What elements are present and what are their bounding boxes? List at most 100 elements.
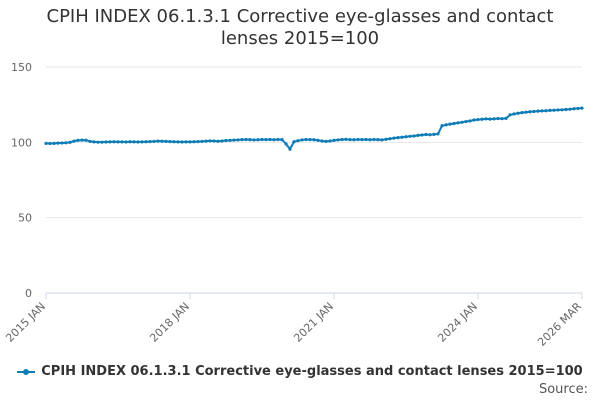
data-point[interactable] xyxy=(272,138,276,142)
data-point[interactable] xyxy=(420,133,424,137)
data-point[interactable] xyxy=(100,140,104,144)
data-point[interactable] xyxy=(340,137,344,142)
data-point[interactable] xyxy=(236,138,240,142)
data-point[interactable] xyxy=(488,117,492,121)
data-point[interactable] xyxy=(568,107,572,111)
data-point[interactable] xyxy=(172,140,176,144)
data-point[interactable] xyxy=(544,109,548,113)
data-point[interactable] xyxy=(128,140,132,144)
legend[interactable]: CPIH INDEX 06.1.3.1 Corrective eye-glass… xyxy=(0,364,600,379)
data-point[interactable] xyxy=(452,121,456,126)
data-point[interactable] xyxy=(252,138,256,142)
data-point[interactable] xyxy=(416,133,420,137)
data-point[interactable] xyxy=(52,141,56,145)
data-point[interactable] xyxy=(480,117,484,121)
data-point[interactable] xyxy=(176,140,180,144)
data-point[interactable] xyxy=(392,136,396,140)
data-point[interactable] xyxy=(456,121,460,125)
data-point[interactable] xyxy=(84,138,88,142)
data-point[interactable] xyxy=(384,137,388,141)
data-point[interactable] xyxy=(356,137,360,142)
data-point[interactable] xyxy=(296,139,300,143)
data-point[interactable] xyxy=(572,107,576,111)
data-point[interactable] xyxy=(92,140,96,144)
data-point[interactable] xyxy=(444,123,448,127)
data-point[interactable] xyxy=(64,141,68,145)
data-point[interactable] xyxy=(192,140,196,144)
data-point[interactable] xyxy=(552,108,556,112)
data-point[interactable] xyxy=(484,117,488,121)
data-point[interactable] xyxy=(300,138,304,142)
data-point[interactable] xyxy=(316,138,320,142)
data-point[interactable] xyxy=(372,137,376,142)
data-point[interactable] xyxy=(520,111,524,115)
data-point[interactable] xyxy=(504,116,508,120)
data-point[interactable] xyxy=(260,137,264,142)
data-point[interactable] xyxy=(532,109,536,114)
data-point[interactable] xyxy=(324,139,328,144)
data-point[interactable] xyxy=(528,110,532,114)
data-point[interactable] xyxy=(248,138,252,142)
data-point[interactable] xyxy=(500,117,504,121)
data-point[interactable] xyxy=(464,119,468,124)
data-point[interactable] xyxy=(76,138,80,142)
data-point[interactable] xyxy=(304,137,308,142)
data-point[interactable] xyxy=(468,119,472,123)
data-point[interactable] xyxy=(136,140,140,144)
data-point[interactable] xyxy=(152,139,156,144)
data-point[interactable] xyxy=(548,108,552,112)
data-point[interactable] xyxy=(408,134,412,138)
data-point[interactable] xyxy=(232,138,236,142)
data-point[interactable] xyxy=(460,120,464,124)
data-point[interactable] xyxy=(116,140,120,144)
data-point[interactable] xyxy=(264,138,268,142)
data-point[interactable] xyxy=(44,141,48,145)
data-point[interactable] xyxy=(188,140,192,144)
data-point[interactable] xyxy=(216,139,220,143)
data-point[interactable] xyxy=(564,107,568,112)
data-point[interactable] xyxy=(224,138,228,143)
data-point[interactable] xyxy=(320,139,324,143)
data-point[interactable] xyxy=(156,139,160,143)
data-point[interactable] xyxy=(208,139,212,143)
data-point[interactable] xyxy=(332,138,336,142)
data-point[interactable] xyxy=(496,116,500,121)
data-point[interactable] xyxy=(576,106,580,111)
data-point[interactable] xyxy=(124,140,128,144)
data-point[interactable] xyxy=(536,109,540,113)
data-point[interactable] xyxy=(72,139,76,143)
data-point[interactable] xyxy=(184,140,188,144)
data-point[interactable] xyxy=(60,141,64,145)
data-point[interactable] xyxy=(380,138,384,142)
data-point[interactable] xyxy=(368,138,372,142)
data-point[interactable] xyxy=(508,113,512,117)
data-point[interactable] xyxy=(428,133,432,137)
data-point[interactable] xyxy=(220,139,224,143)
data-point[interactable] xyxy=(104,140,108,144)
data-point[interactable] xyxy=(144,140,148,144)
data-point[interactable] xyxy=(312,138,316,142)
data-point[interactable] xyxy=(512,112,516,116)
data-point[interactable] xyxy=(204,139,208,143)
data-point[interactable] xyxy=(276,137,280,142)
data-point[interactable] xyxy=(364,137,368,142)
data-point[interactable] xyxy=(96,140,100,144)
data-point[interactable] xyxy=(404,135,408,139)
data-point[interactable] xyxy=(132,140,136,144)
data-point[interactable] xyxy=(516,111,520,115)
data-point[interactable] xyxy=(580,106,584,110)
data-point[interactable] xyxy=(396,136,400,140)
data-point[interactable] xyxy=(284,142,288,146)
data-point[interactable] xyxy=(268,137,272,142)
data-point[interactable] xyxy=(200,139,204,144)
data-point[interactable] xyxy=(240,138,244,142)
data-point[interactable] xyxy=(400,135,404,139)
data-point[interactable] xyxy=(560,108,564,112)
data-point[interactable] xyxy=(328,139,332,143)
data-point[interactable] xyxy=(432,132,436,136)
data-point[interactable] xyxy=(196,139,200,144)
data-point[interactable] xyxy=(228,138,232,142)
data-point[interactable] xyxy=(288,147,292,151)
data-point[interactable] xyxy=(80,138,84,142)
data-point[interactable] xyxy=(280,138,284,142)
